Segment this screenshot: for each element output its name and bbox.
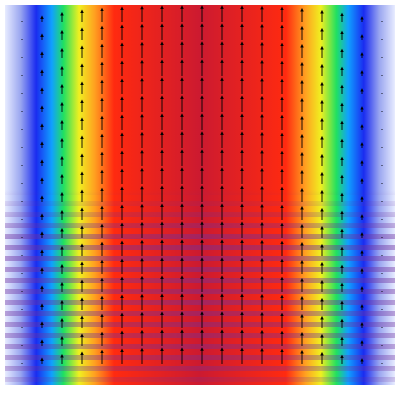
arrows [21,5,383,364]
field-stripes [5,190,395,385]
